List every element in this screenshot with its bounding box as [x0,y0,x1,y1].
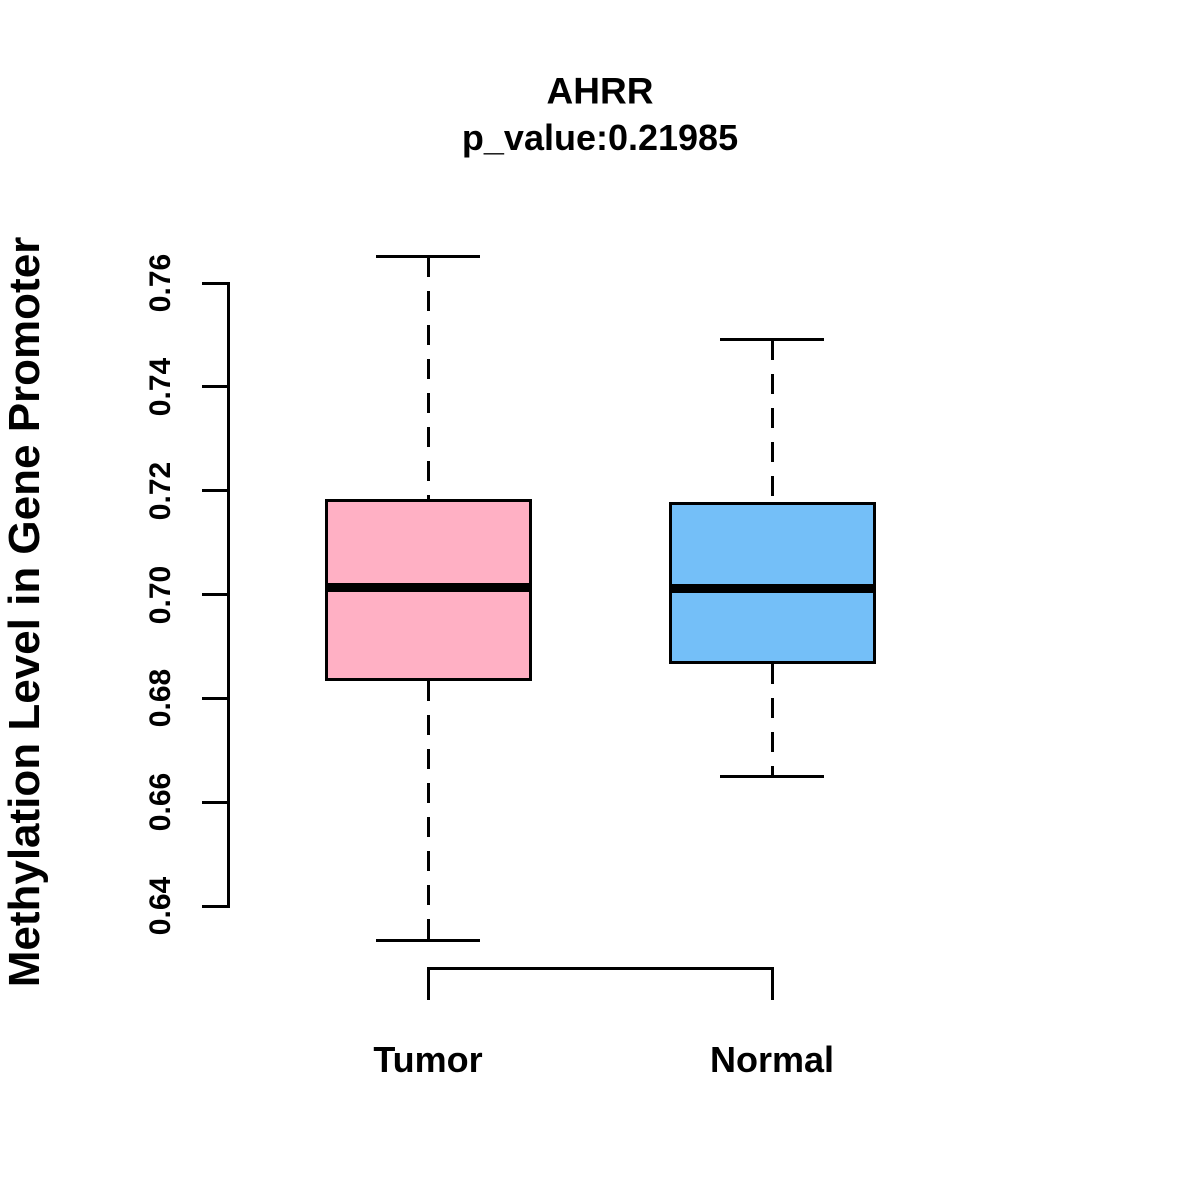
y-axis-tick [202,800,228,804]
y-axis-tick [202,696,228,700]
y-axis-tick-label: 0.74 [144,357,177,417]
median-line [324,583,532,593]
y-axis-tick-label: 0.72 [144,461,177,520]
y-axis-tick [202,385,228,389]
upper-whisker-cap [720,338,824,342]
y-axis-tick-label: 0.64 [144,876,177,936]
lower-whisker-cap [720,775,824,779]
y-axis-line [226,281,230,908]
x-axis-tick [426,968,430,1000]
upper-whisker-stem [426,256,430,500]
y-axis-tick-label: 0.76 [144,253,177,313]
chart-subtitle-pvalue: p_value:0.21985 [461,117,739,158]
y-axis-tick-label: 0.70 [144,565,177,624]
y-axis-tick-label: 0.68 [144,669,177,728]
lower-whisker-cap [376,939,480,943]
y-axis-tick [202,281,228,285]
chart-title: AHRR [546,70,654,112]
y-axis-tick [202,904,228,908]
lower-whisker-stem [770,663,774,777]
upper-whisker-stem [770,339,774,502]
box-normal [668,501,876,664]
x-axis-tick [770,968,774,1000]
upper-whisker-cap [376,255,480,259]
y-axis-title: Methylation Level in Gene Promoter [0,236,49,988]
x-category-label-normal: Normal [709,1039,835,1080]
median-line [668,583,876,593]
x-axis-line [426,966,774,970]
y-axis-tick-label: 0.66 [144,772,177,832]
lower-whisker-stem [426,680,430,941]
y-axis-tick [202,593,228,596]
x-category-label-tumor: Tumor [373,1039,483,1080]
y-axis-tick [202,489,228,493]
